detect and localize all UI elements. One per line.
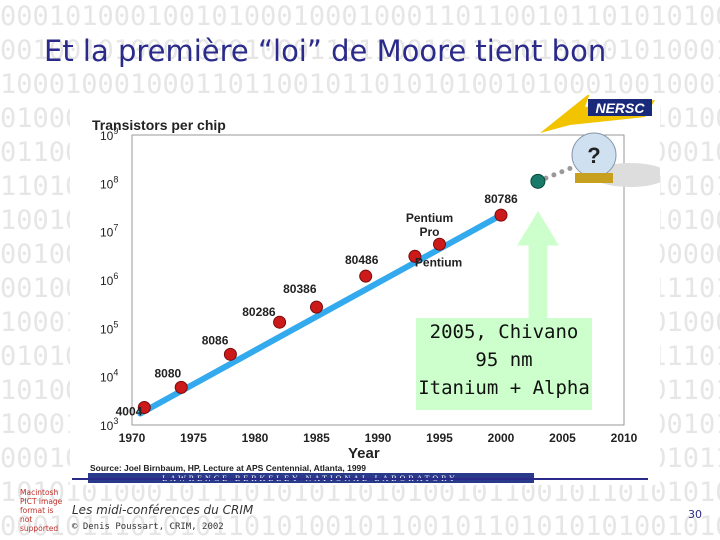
x-tick-label: 2010	[611, 431, 638, 445]
callout-arrow	[517, 211, 559, 319]
chart-title: Transistors per chip	[92, 117, 226, 133]
projection-dot	[551, 172, 557, 178]
data-point	[137, 401, 151, 415]
data-point	[408, 249, 422, 263]
y-tick-label: 103	[100, 416, 118, 433]
missing-image-placeholder: Macintosh PICT image format is not suppo…	[20, 488, 63, 533]
footer-author: © Denis Poussart, CRIM, 2002	[72, 522, 224, 532]
projection-dot	[559, 169, 565, 175]
data-point	[273, 315, 287, 329]
footer-series: Les midi-conférences du CRIM	[72, 503, 254, 517]
y-tick-label: 109	[100, 126, 118, 143]
point-label: 8080	[154, 366, 181, 380]
x-tick-label: 1980	[242, 431, 269, 445]
data-point	[433, 237, 446, 251]
projection-point	[530, 173, 546, 189]
point-label: Pentium	[406, 211, 453, 225]
x-axis-label: Year	[348, 445, 380, 462]
x-tick-label: 1990	[365, 431, 392, 445]
callout-line-2: 95 nm	[475, 349, 533, 371]
point-label: 4004	[116, 405, 143, 419]
projection-dot	[567, 166, 573, 172]
callout-line-1: 2005, Chivano	[429, 321, 579, 343]
footer-rule	[72, 478, 648, 480]
data-point	[494, 208, 508, 222]
data-point	[310, 300, 323, 314]
point-label: Pentium	[415, 255, 462, 269]
y-tick-label: 107	[100, 223, 118, 240]
point-label: Pro	[419, 225, 439, 239]
x-tick-label: 1995	[426, 431, 453, 445]
data-point	[174, 380, 188, 394]
point-label: 80486	[345, 253, 379, 267]
y-tick-label: 105	[100, 319, 118, 336]
callout-box: 2005, Chivano 95 nm Itanium + Alpha	[416, 318, 592, 410]
crystal-ball-icon: ?	[571, 132, 668, 187]
x-tick-label: 1985	[303, 431, 330, 445]
x-tick-label: 1975	[180, 431, 207, 445]
y-tick-label: 108	[100, 174, 118, 191]
y-tick-label: 106	[100, 271, 118, 288]
y-tick-label: 104	[100, 368, 118, 385]
point-label: 8086	[202, 333, 229, 347]
slide-title: Et la première “loi” de Moore tient bon	[44, 34, 607, 68]
nersc-logo: NERSC	[540, 93, 655, 133]
data-point	[359, 269, 373, 283]
question-mark: ?	[587, 143, 600, 168]
chart-source: Source: Joel Birnbaum, HP, Lecture at AP…	[90, 463, 366, 473]
x-tick-label: 1970	[119, 431, 146, 445]
x-tick-label: 2005	[549, 431, 576, 445]
callout-line-3: Itanium + Alpha	[418, 377, 590, 399]
page-number: 30	[688, 508, 702, 521]
point-label: 80286	[242, 305, 276, 319]
data-point	[223, 347, 237, 361]
x-tick-label: 2000	[488, 431, 515, 445]
point-label: 80786	[484, 192, 518, 206]
point-label: 80386	[283, 282, 317, 296]
nersc-logo-text: NERSC	[595, 100, 645, 116]
